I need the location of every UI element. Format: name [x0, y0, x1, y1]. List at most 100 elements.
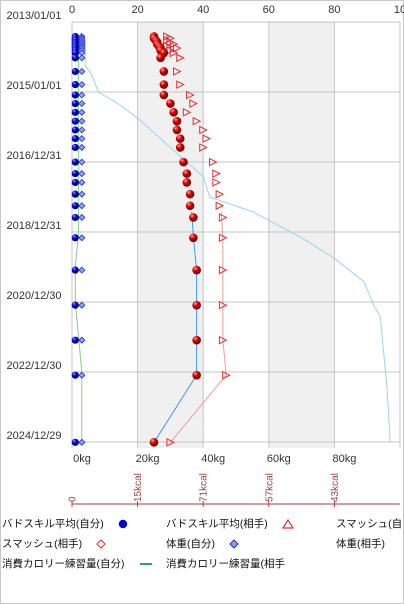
legend-row: バドスキル平均(自分) バドスキル平均(相手) スマッシュ(自 [2, 514, 402, 534]
data-point-ball [182, 169, 192, 178]
data-point-triangle [202, 134, 212, 143]
data-point-ball [192, 300, 201, 310]
data-point-ball [172, 125, 182, 135]
data-point-triangle [222, 370, 231, 380]
legend-line-icon [139, 563, 152, 565]
legend-label: 消費カロリー練習量(自分) [2, 558, 125, 570]
data-point-circle [71, 117, 79, 125]
legend-label: 消費カロリー練習量(相手 [166, 558, 285, 570]
y-tick-label: 2016/12/31 [6, 150, 61, 162]
data-point-triangle [182, 108, 192, 117]
data-point-triangle [172, 67, 182, 76]
data-point-ball [169, 108, 178, 117]
series-line [84, 39, 391, 443]
data-point-circle [71, 67, 79, 76]
legend-label: バドスキル平均(自分) [2, 518, 104, 530]
data-point-diamond [78, 54, 86, 62]
legend-row: 消費カロリー練習量(自分) 消費カロリー練習量(相手 [2, 554, 402, 574]
x-tick-label-bottom: 60kg [267, 453, 291, 465]
data-point-diamond [78, 99, 86, 108]
legend-item: 体重(自分) [166, 534, 245, 554]
data-point-diamond [78, 91, 86, 99]
data-point-diamond [78, 266, 86, 274]
data-point-circle [71, 371, 79, 379]
data-point-diamond [78, 301, 86, 309]
x-tick-label-bottom: 0kg [73, 453, 91, 465]
data-point-ball [189, 233, 198, 243]
data-point-triangle [218, 335, 228, 345]
data-point-ball [175, 134, 185, 143]
y-tick-label: 2020/12/30 [6, 290, 61, 302]
calorie-tick-label: 15kcal [133, 473, 144, 502]
data-point-triangle [218, 213, 228, 222]
x-tick-label-top: 20 [131, 4, 143, 16]
data-point-circle [71, 190, 79, 198]
data-point-ball [192, 370, 201, 380]
data-point-diamond [78, 108, 86, 116]
data-point-diamond [78, 438, 86, 446]
data-point-ball [192, 335, 201, 345]
data-point-diamond [78, 234, 86, 242]
data-point-triangle [192, 116, 202, 126]
data-point-circle [71, 170, 79, 178]
data-point-circle [71, 266, 79, 274]
data-point-diamond [78, 170, 86, 178]
y-tick-label: 2015/01/01 [6, 80, 61, 92]
data-point-triangle [212, 178, 221, 187]
data-point-ball [175, 143, 185, 152]
data-point-circle [71, 438, 79, 446]
series-line [74, 39, 83, 443]
legend-item: 消費カロリー練習量(相手 [166, 554, 285, 574]
data-point-ball [182, 178, 192, 187]
data-point-triangle [166, 438, 176, 447]
legend-circle-icon [118, 519, 128, 529]
legend-item: 消費カロリー練習量(自分) [2, 554, 159, 574]
data-point-diamond [78, 117, 86, 125]
y-tick-label: 2018/12/31 [6, 220, 61, 232]
data-point-ball [179, 157, 188, 167]
calorie-tick-label: 57kcal [264, 473, 275, 502]
legend-diamond-icon [229, 539, 239, 549]
data-point-circle [71, 336, 79, 344]
data-point-diamond [78, 202, 86, 210]
legend-label: スマッシュ(自 [336, 518, 403, 530]
data-point-triangle [218, 300, 228, 310]
x-tick-label-bottom: 80kg [332, 453, 356, 465]
data-point-triangle [186, 90, 195, 100]
calorie-tick-label: 43kcal [330, 473, 341, 502]
data-point-ball [156, 53, 165, 63]
x-tick-label-top: 80 [328, 4, 340, 16]
x-tick-label-bottom: 40kg [201, 453, 225, 465]
data-point-diamond [78, 135, 86, 143]
data-point-diamond [78, 213, 86, 222]
data-point-triangle [199, 125, 208, 135]
data-point-triangle [209, 157, 218, 167]
x-tick-label-top: 60 [263, 4, 275, 16]
data-point-diamond [78, 158, 86, 166]
data-point-triangle [189, 99, 198, 108]
data-point-circle [71, 178, 79, 187]
data-point-triangle [215, 189, 225, 199]
y-tick-label: 2013/01/01 [6, 10, 61, 22]
legend-label: 体重(相手) [336, 538, 385, 550]
legend-diamond-outline-icon [96, 539, 106, 549]
x-tick-label-top: 40 [197, 4, 209, 16]
data-point-triangle [218, 265, 228, 275]
data-point-triangle [215, 201, 225, 211]
data-point-circle [71, 135, 79, 143]
data-point-ball [159, 90, 169, 100]
data-point-diamond [78, 126, 86, 134]
legend-label: 体重(自分) [166, 538, 215, 550]
data-point-triangle [218, 233, 228, 243]
data-point-circle [71, 80, 79, 89]
data-point-triangle [176, 80, 185, 89]
data-point-circle [71, 234, 79, 242]
legend-label: スマッシュ(相手) [2, 538, 83, 550]
legend-item: バドスキル平均(相手) [166, 514, 300, 534]
series-line [170, 211, 227, 443]
legend-triangle-icon [281, 519, 294, 529]
data-point-circle [71, 91, 79, 99]
legend-row: スマッシュ(相手) 体重(自分) 体重(相手) [2, 534, 402, 554]
y-tick-label: 2024/12/29 [6, 430, 61, 442]
data-point-diamond [78, 67, 86, 76]
